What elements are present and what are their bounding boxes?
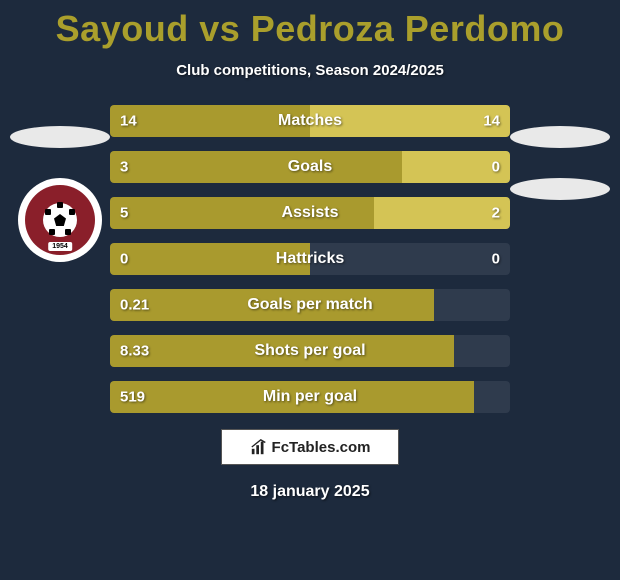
chart-icon <box>250 438 268 456</box>
club-badge-year: 1954 <box>48 242 72 251</box>
stat-value-left: 14 <box>120 113 137 130</box>
stat-label: Shots per goal <box>254 342 365 360</box>
brand-text: FcTables.com <box>272 439 371 456</box>
stat-value-left: 519 <box>120 389 145 406</box>
page-title: Sayoud vs Pedroza Perdomo <box>0 0 620 50</box>
stat-label: Matches <box>278 112 342 130</box>
stat-value-left: 3 <box>120 159 128 176</box>
stat-value-left: 8.33 <box>120 343 149 360</box>
stat-value-right: 14 <box>483 113 500 130</box>
stat-row: Matches 14 14 <box>110 105 510 137</box>
stat-bar-left <box>110 151 402 183</box>
subtitle: Club competitions, Season 2024/2025 <box>0 62 620 79</box>
stat-label: Goals <box>288 158 332 176</box>
club-right-placeholder-icon <box>510 178 610 200</box>
club-left-badge-icon: 1954 <box>18 178 102 262</box>
stat-label: Min per goal <box>263 388 357 406</box>
player-left-placeholder-icon <box>10 126 110 148</box>
stat-value-right: 0 <box>492 159 500 176</box>
stat-value-left: 0.21 <box>120 297 149 314</box>
stat-row: Goals per match 0.21 <box>110 289 510 321</box>
stat-bar-right <box>434 289 510 321</box>
stats-comparison: Matches1414Goals30Assists52Hattricks00Go… <box>110 105 510 413</box>
player-right-placeholder-icon <box>510 126 610 148</box>
stat-value-left: 0 <box>120 251 128 268</box>
stat-label: Goals per match <box>247 296 372 314</box>
stat-row: Min per goal 519 <box>110 381 510 413</box>
stat-label: Hattricks <box>276 250 344 268</box>
stat-bar-right <box>474 381 510 413</box>
stat-value-right: 0 <box>492 251 500 268</box>
brand-logo: FcTables.com <box>221 429 399 465</box>
stat-value-right: 2 <box>492 205 500 222</box>
stat-row: Goals 3 0 <box>110 151 510 183</box>
stat-row: Assists 5 2 <box>110 197 510 229</box>
stat-bar-right <box>374 197 510 229</box>
stat-bar-right <box>454 335 510 367</box>
stat-row: Shots per goal 8.33 <box>110 335 510 367</box>
date-label: 18 january 2025 <box>0 483 620 501</box>
stat-value-left: 5 <box>120 205 128 222</box>
stat-label: Assists <box>282 204 339 222</box>
soccer-ball-icon <box>43 203 77 237</box>
stat-row: Hattricks 0 0 <box>110 243 510 275</box>
